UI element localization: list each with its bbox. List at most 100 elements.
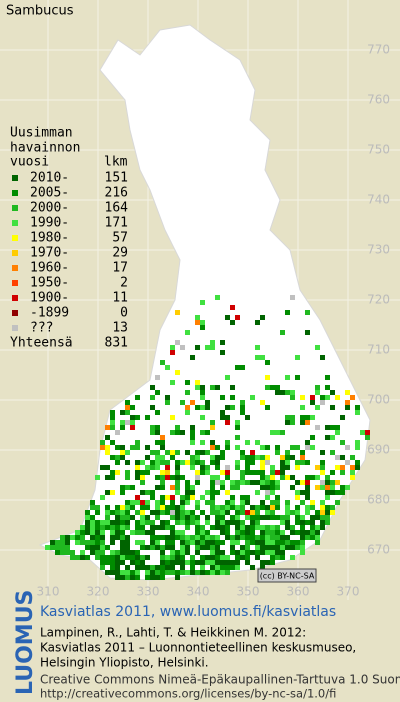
- observation-square: [155, 455, 160, 460]
- observation-square: [215, 570, 220, 575]
- legend-label: 1970-: [30, 246, 69, 261]
- observation-square: [315, 525, 320, 530]
- observation-square: [330, 425, 335, 430]
- observation-square: [185, 330, 190, 335]
- observation-square: [220, 555, 225, 560]
- observation-square: [330, 405, 335, 410]
- observation-square: [255, 545, 260, 550]
- observation-square: [210, 510, 215, 515]
- observation-square: [280, 390, 285, 395]
- observation-square: [115, 430, 120, 435]
- observation-square: [315, 385, 320, 390]
- observation-square: [105, 560, 110, 565]
- observation-square: [220, 480, 225, 485]
- observation-square: [90, 550, 95, 555]
- observation-square: [225, 535, 230, 540]
- observation-square: [115, 505, 120, 510]
- observation-square: [365, 430, 370, 435]
- citation: Helsingin Yliopisto, Helsinki.: [40, 656, 209, 670]
- observation-square: [155, 460, 160, 465]
- observation-square: [130, 550, 135, 555]
- observation-square: [150, 430, 155, 435]
- observation-square: [165, 475, 170, 480]
- y-tick-label: 670: [367, 543, 390, 557]
- observation-square: [175, 530, 180, 535]
- observation-square: [140, 490, 145, 495]
- observation-square: [200, 300, 205, 305]
- observation-square: [140, 475, 145, 480]
- legend-label: 1900-: [30, 291, 69, 306]
- observation-square: [140, 540, 145, 545]
- observation-square: [225, 420, 230, 425]
- observation-square: [140, 520, 145, 525]
- observation-square: [185, 410, 190, 415]
- observation-square: [325, 495, 330, 500]
- observation-square: [290, 485, 295, 490]
- observation-square: [160, 575, 165, 580]
- observation-square: [195, 460, 200, 465]
- observation-square: [260, 530, 265, 535]
- license: http://creativecommons.org/licenses/by-n…: [40, 687, 336, 701]
- observation-square: [190, 570, 195, 575]
- legend-count: 171: [105, 216, 128, 231]
- observation-square: [215, 480, 220, 485]
- observation-square: [185, 380, 190, 385]
- observation-square: [140, 505, 145, 510]
- observation-square: [180, 510, 185, 515]
- observation-square: [85, 510, 90, 515]
- observation-square: [275, 430, 280, 435]
- observation-square: [355, 440, 360, 445]
- observation-square: [220, 550, 225, 555]
- observation-square: [210, 440, 215, 445]
- observation-square: [110, 490, 115, 495]
- observation-square: [85, 520, 90, 525]
- observation-square: [140, 530, 145, 535]
- observation-square: [345, 485, 350, 490]
- observation-square: [255, 490, 260, 495]
- observation-square: [280, 430, 285, 435]
- observation-square: [120, 510, 125, 515]
- observation-square: [140, 500, 145, 505]
- observation-square: [170, 455, 175, 460]
- observation-square: [175, 310, 180, 315]
- observation-square: [175, 505, 180, 510]
- observation-square: [165, 565, 170, 570]
- observation-square: [125, 550, 130, 555]
- observation-square: [115, 565, 120, 570]
- legend-count: 13: [112, 321, 128, 336]
- observation-square: [325, 520, 330, 525]
- observation-square: [195, 535, 200, 540]
- observation-square: [230, 540, 235, 545]
- observation-square: [265, 455, 270, 460]
- observation-square: [205, 530, 210, 535]
- observation-square: [290, 555, 295, 560]
- observation-square: [230, 515, 235, 520]
- observation-square: [120, 445, 125, 450]
- observation-square: [250, 460, 255, 465]
- observation-square: [320, 465, 325, 470]
- observation-square: [285, 390, 290, 395]
- observation-square: [170, 540, 175, 545]
- observation-square: [195, 455, 200, 460]
- observation-square: [320, 505, 325, 510]
- observation-square: [245, 440, 250, 445]
- observation-square: [185, 405, 190, 410]
- observation-square: [305, 495, 310, 500]
- observation-square: [145, 530, 150, 535]
- observation-square: [260, 460, 265, 465]
- observation-square: [150, 510, 155, 515]
- observation-square: [115, 460, 120, 465]
- observation-square: [330, 510, 335, 515]
- observation-square: [230, 320, 235, 325]
- legend-swatch: [12, 250, 18, 256]
- observation-square: [165, 555, 170, 560]
- observation-square: [345, 460, 350, 465]
- observation-square: [185, 495, 190, 500]
- observation-square: [175, 475, 180, 480]
- observation-square: [270, 475, 275, 480]
- observation-square: [120, 450, 125, 455]
- observation-square: [195, 345, 200, 350]
- observation-square: [105, 515, 110, 520]
- legend-label: 1950-: [30, 276, 69, 291]
- observation-square: [350, 475, 355, 480]
